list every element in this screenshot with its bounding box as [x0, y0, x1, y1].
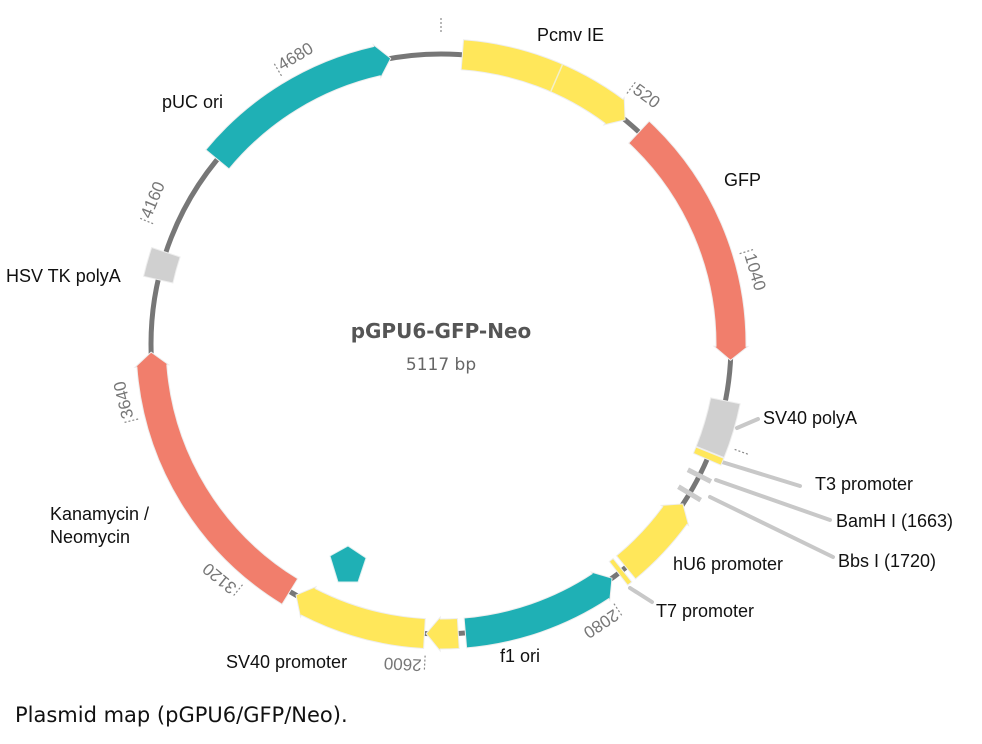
feature-pcmv-ie[interactable]	[460, 39, 626, 126]
feature-kanamycin-neomycin[interactable]	[133, 351, 299, 605]
label-t3: T3 promoter	[815, 474, 913, 494]
leader-bamhi	[714, 478, 832, 522]
restriction-sites	[677, 467, 713, 503]
teal-marker	[329, 545, 367, 583]
tick-mark	[138, 217, 154, 225]
tick-mark	[626, 80, 637, 94]
feature-sv40-promoter[interactable]	[425, 615, 460, 653]
label-t7: T7 promoter	[656, 601, 754, 621]
tick-label: 4160	[137, 179, 169, 221]
feature-sv40-polya[interactable]	[695, 397, 741, 459]
label-puc-ori: pUC ori	[162, 92, 223, 112]
figure-caption: Plasmid map (pGPU6/GFP/Neo).	[15, 703, 348, 727]
label-sv40-promoter: SV40 promoter	[226, 652, 347, 672]
label-hsv-tk-polya: HSV TK polyA	[6, 266, 121, 286]
tick-mark	[734, 448, 750, 456]
tick-label: 520	[629, 80, 663, 112]
label-bamhi: BamH I (1663)	[836, 511, 953, 531]
site-bbsi[interactable]	[677, 484, 702, 503]
label-bbsi: Bbs I (1720)	[838, 551, 936, 571]
feature-puc-ori[interactable]	[205, 43, 392, 170]
features	[133, 39, 750, 653]
tick-mark	[272, 61, 283, 77]
label-kanamycin: Kanamycin /	[50, 504, 149, 524]
feature-hsv-tk-polya[interactable]	[143, 246, 181, 284]
label-hu6: hU6 promoter	[673, 554, 783, 574]
feature-gfp[interactable]	[627, 120, 750, 361]
leader-bbsi	[708, 495, 835, 559]
plasmid-name: pGPU6-GFP-Neo	[351, 319, 532, 343]
feature-hu6-promoter[interactable]	[615, 503, 690, 580]
site-bamhi[interactable]	[686, 467, 713, 484]
tick-mark	[122, 418, 139, 424]
tick-mark	[231, 584, 243, 598]
label-sv40-polya: SV40 polyA	[763, 408, 857, 428]
tick-mark	[739, 248, 756, 255]
label-f1: f1 ori	[500, 646, 540, 666]
leader-lines	[628, 417, 835, 604]
label-gfp: GFP	[724, 170, 761, 190]
label-pcmv: Pcmv IE	[537, 25, 604, 45]
feature-t7-promoter[interactable]	[608, 557, 633, 586]
leader-sv40-polya	[735, 417, 760, 430]
label-neomycin: Neomycin	[50, 527, 130, 547]
tick-label: 2600	[383, 654, 422, 675]
tick-label: 1040	[740, 251, 769, 293]
feature-f1-ori[interactable]	[463, 571, 613, 649]
feature-t3-promoter[interactable]	[692, 446, 725, 466]
tick-mark	[423, 655, 426, 672]
tick-mark	[613, 603, 624, 618]
feature-sv40-promoter[interactable]	[295, 585, 426, 650]
plasmid-size: 5117 bp	[406, 355, 476, 375]
tick-label: 3640	[110, 379, 138, 420]
feature-divider	[549, 63, 564, 93]
leader-t7	[628, 586, 654, 604]
leader-t3	[720, 460, 802, 488]
